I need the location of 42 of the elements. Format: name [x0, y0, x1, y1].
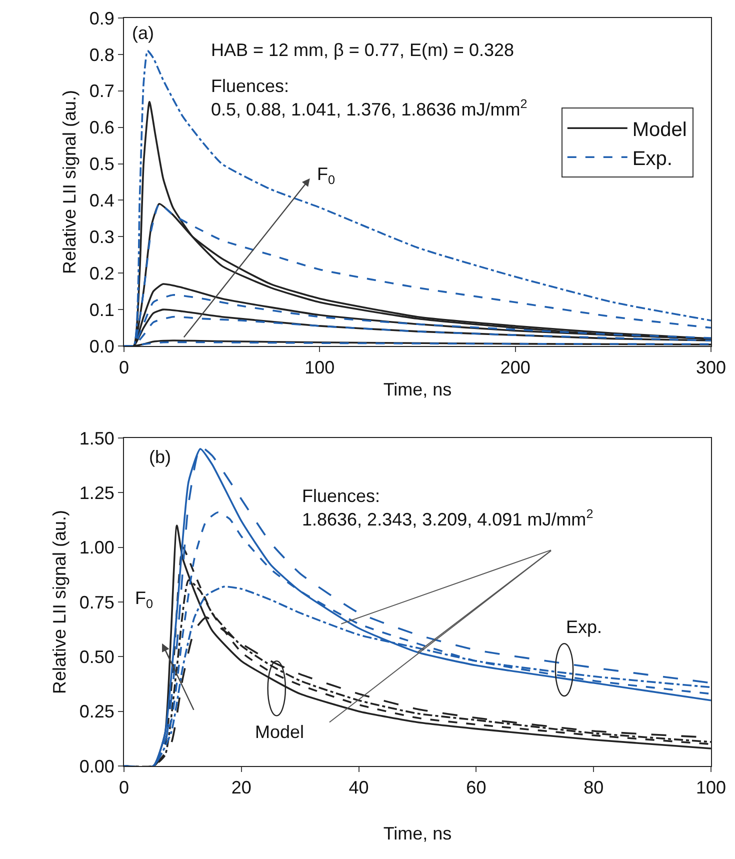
y-tick-label: 0.25 [79, 702, 114, 722]
y-tick-label: 0.9 [89, 8, 114, 28]
y-axis-title: Relative LII signal (au.) [60, 90, 80, 274]
legend-label: Model [632, 118, 687, 141]
y-tick-label: 1.25 [79, 482, 114, 503]
y-tick-label: 0.75 [79, 592, 114, 612]
x-tick-label: 300 [696, 358, 726, 378]
x-tick-label: 60 [466, 778, 486, 798]
annotation: Model [255, 722, 304, 742]
y-tick-label: 0.8 [89, 44, 114, 65]
x-tick-label: 0 [118, 778, 130, 798]
y-tick-label: 0.50 [79, 646, 114, 667]
x-tick-label: 40 [348, 778, 369, 798]
annotation: (a) [132, 23, 154, 43]
x-tick-label: 100 [304, 358, 335, 378]
annotation: (b) [149, 447, 171, 467]
x-tick-label: 100 [696, 778, 726, 798]
legend-label: Exp. [632, 148, 672, 170]
y-tick-label: 0.2 [89, 263, 114, 284]
x-tick-label: 0 [118, 358, 130, 378]
y-tick-label: 0.7 [89, 81, 114, 102]
y-tick-label: 0.5 [89, 154, 114, 174]
x-axis-title: Time, ns [383, 824, 452, 844]
x-tick-label: 200 [500, 358, 530, 378]
y-tick-label: 1.50 [79, 428, 114, 448]
annotation: Fluences: 1.8636, 2.343, 3.209, 4.091 mJ/mm$^{2}$ [302, 486, 594, 530]
y-tick-label: 1.00 [79, 538, 114, 558]
annotation: HAB = 12 mm, β = 0.77, E(m) = 0.328 [211, 40, 514, 60]
x-axis-title: Time, ns [383, 380, 452, 400]
annotation: Fluences: 0.5, 0.88, 1.041, 1.376, 1.8636 mJ/mm$^{2}$ [211, 76, 528, 120]
y-tick-label: 0.6 [89, 118, 114, 138]
annotation: F$_{0}$ [317, 164, 336, 187]
y-tick-label: 0.00 [79, 756, 114, 776]
annotation: F$_{0}$ [135, 588, 154, 611]
x-tick-label: 20 [231, 778, 252, 798]
y-tick-label: 0.3 [89, 226, 114, 247]
x-tick-label: 80 [584, 778, 604, 798]
y-axis-title: Relative LII signal (au.) [50, 510, 70, 694]
annotation: Exp. [566, 617, 602, 637]
y-tick-label: 0.0 [89, 336, 114, 356]
y-tick-label: 0.4 [89, 190, 114, 211]
y-tick-label: 0.1 [89, 300, 114, 320]
